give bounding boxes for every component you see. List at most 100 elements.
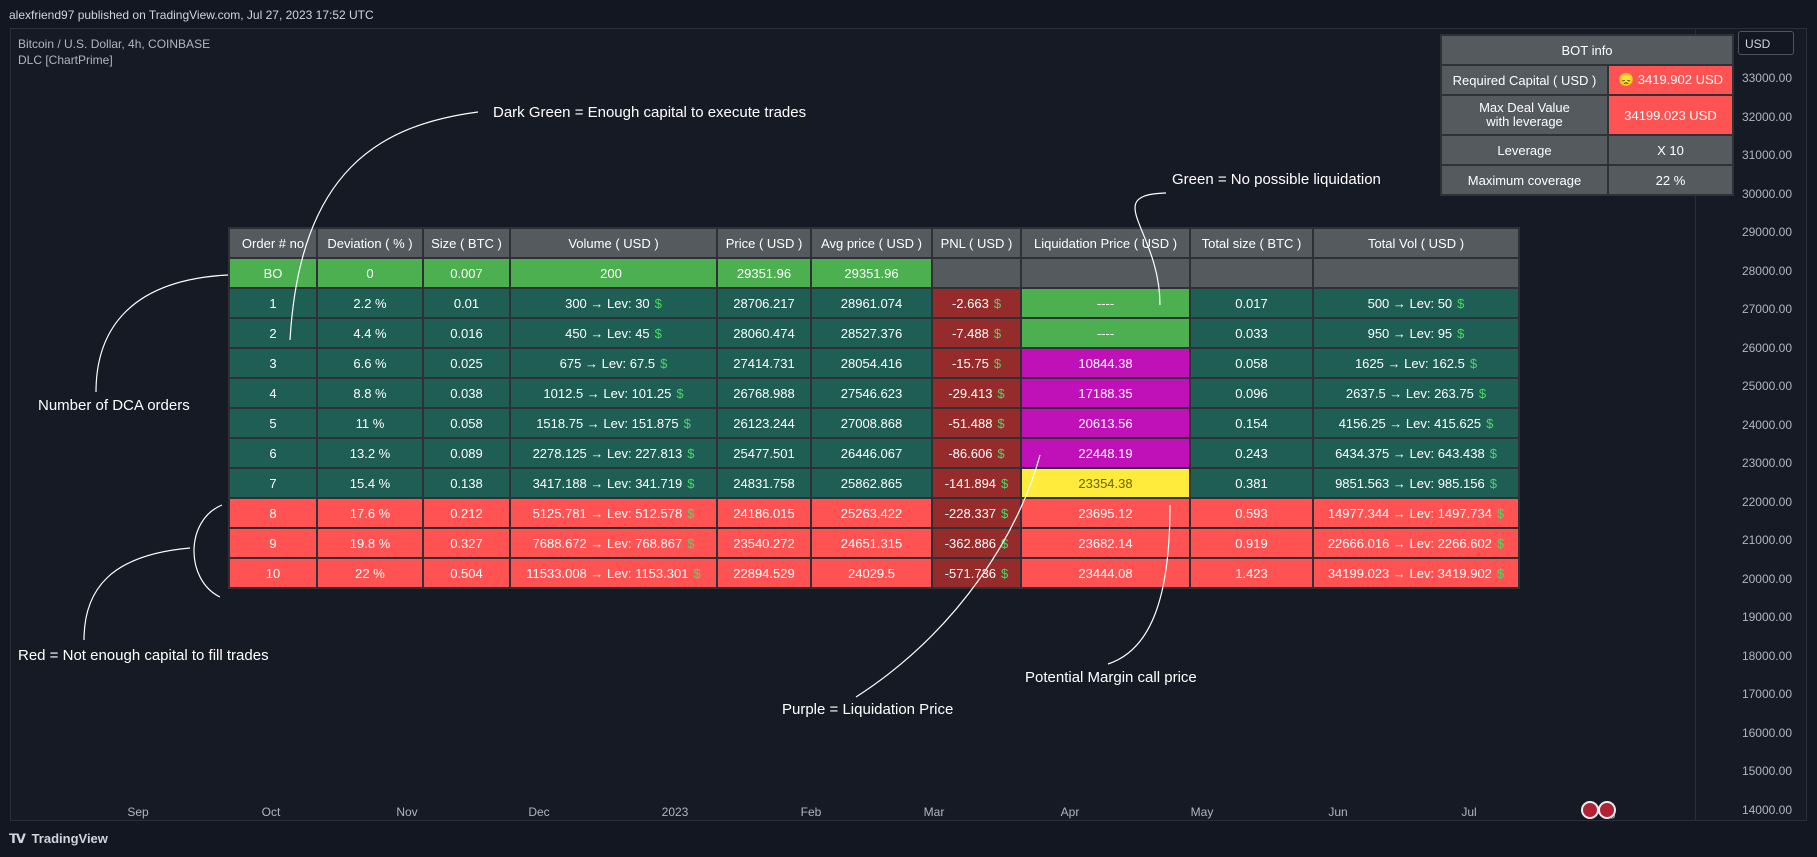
total-vol-cell: 9851.563 → Lev: 985.156 $ [1312,467,1520,499]
us-flag-icon[interactable] [1598,801,1616,819]
total-size-cell-text: 0.154 [1235,415,1268,431]
price-tick: 16000.00 [1741,725,1792,740]
liquidation-cell-text: 17188.35 [1078,385,1133,401]
order-cell: 5 [228,407,318,439]
total-size-cell: 0.017 [1189,287,1314,319]
liquidation-cell-text: 23682.14 [1078,535,1133,551]
total-size-cell: 0.058 [1189,347,1314,379]
avg-price-cell: 27008.868 [810,407,933,439]
liquidation-cell: 23695.12 [1020,497,1191,529]
table-row: 4 8.8 % 0.038 1012.5 → Lev: 101.25 $26768.98… [228,377,1520,409]
pnl-cell: -362.886 $ [931,527,1022,559]
order-cell: 1 [228,287,318,319]
price-tick: 26000.00 [1741,340,1792,355]
volume-cell: 675 → Lev: 67.5 $ [509,347,718,379]
price-tick: 17000.00 [1741,687,1792,701]
indicator-title[interactable]: DLC [ChartPrime] [18,53,113,67]
size-cell-text: 0.138 [450,475,483,491]
total-vol-cell-text: 14977.344 → Lev: 1497.734 [1327,505,1492,521]
price-tick: 29000.00 [1741,225,1792,239]
order-cell-text: 3 [269,355,277,371]
time-tick: Feb [800,805,822,819]
avg-price-cell: 28527.376 [810,317,933,349]
dollar-icon: $ [1478,385,1487,401]
total-vol-cell: 2637.5 → Lev: 263.75 $ [1312,377,1520,409]
size-cell: 0.007 [422,257,511,289]
order-cell-text: 10 [265,565,281,581]
total-size-cell: 0.243 [1189,437,1314,469]
liquidation-cell: 23444.08 [1020,557,1191,589]
symbol-title[interactable]: Bitcoin / U.S. Dollar, 4h, COINBASE [18,37,211,51]
avg-price-cell: 27546.623 [810,377,933,409]
order-cell-text: 4 [269,385,277,401]
price-cell-text: 23540.272 [733,535,795,551]
price-tick: 19000.00 [1741,610,1792,624]
price-cell: 22894.529 [716,557,812,589]
tradingview-icon: 𝗧𝗩 [9,831,26,846]
dollar-icon: $ [993,295,1002,311]
deviation-cell-text: 13.2 % [349,445,391,461]
required-capital-label: Required Capital ( USD ) [1440,64,1609,96]
col-order: Order # no [228,227,318,259]
time-tick: Sep [127,805,149,819]
tradingview-logo[interactable]: 𝗧𝗩 TradingView [9,831,108,847]
price-cell-text: 28060.474 [733,325,795,341]
dark-green-pointer [289,111,479,341]
volume-cell: 5125.781 → Lev: 512.578 $ [509,497,718,529]
red-pointer [83,547,191,641]
price-axis[interactable]: USD 33000.00 32000.00 31000.00 30000.00 2900… [1695,29,1806,820]
publish-info: alexfriend97 published on TradingView.co… [9,8,374,22]
currency-button[interactable]: USD [1738,31,1794,55]
pnl-cell: -7.488 $ [931,317,1022,349]
dollar-icon: $ [993,325,1002,341]
table-row: BO 0 0.007 200 29351.96 29351.96 [228,257,1520,289]
avg-price-cell: 25263.422 [810,497,933,529]
deviation-cell-text: 2.2 % [353,295,387,311]
table-row: 7 15.4 % 0.138 3417.188 → Lev: 341.719 $2483… [228,467,1520,499]
annotation-dark-green: Dark Green = Enough capital to execute t… [493,104,807,121]
price-cell: 27414.731 [716,347,812,379]
price-cell-text: 28706.217 [733,295,795,311]
order-cell: 7 [228,467,318,499]
volume-cell-text: 450 → Lev: 45 [565,325,650,341]
volume-cell-text: 11533.008 → Lev: 1153.301 [526,565,689,581]
volume-cell-text: 1518.75 → Lev: 151.875 [536,415,679,431]
price-cell: 25477.501 [716,437,812,469]
order-cell-text: 2 [269,325,277,341]
annotation-purple: Purple = Liquidation Price [782,701,954,718]
pnl-cell-text: -141.894 [944,475,997,491]
dollar-icon: $ [660,355,668,371]
dollar-icon: $ [1001,505,1009,521]
deviation-cell: 22 % [316,557,424,589]
deviation-cell: 13.2 % [316,437,424,469]
size-cell-text: 0.212 [450,505,483,521]
dollar-icon: $ [687,535,695,551]
avg-price-cell: 25862.865 [810,467,933,499]
annotation-green: Green = No possible liquidation [1172,171,1381,188]
volume-cell: 7688.672 → Lev: 768.867 $ [509,527,718,559]
total-vol-cell-text: 6434.375 → Lev: 643.438 [1335,445,1485,461]
total-size-cell: 0.096 [1189,377,1314,409]
liquidation-cell-text: ---- [1096,295,1115,311]
deviation-cell: 6.6 % [316,347,424,379]
total-vol-cell-text: 34199.023 → Lev: 3419.902 [1327,565,1492,581]
dollar-icon: $ [676,385,684,401]
deviation-cell-text: 15.4 % [349,475,391,491]
col-pnl: PNL ( USD ) [931,227,1022,259]
table-row: 10 22 % 0.504 11533.008 → Lev: 1153.301 $228… [228,557,1520,589]
total-vol-cell: 14977.344 → Lev: 1497.734 $ [1312,497,1520,529]
deviation-cell: 19.8 % [316,527,424,559]
dollar-icon: $ [1496,565,1505,581]
deviation-cell: 15.4 % [316,467,424,499]
required-capital-value: 😞 3419.902 USD [1607,64,1734,96]
price-tick: 22000.00 [1741,494,1792,509]
size-cell: 0.01 [422,287,511,319]
total-vol-cell-text: 1625 → Lev: 162.5 [1354,355,1465,371]
size-cell: 0.025 [422,347,511,379]
price-tick: 14000.00 [1741,802,1792,817]
dollar-icon: $ [693,565,701,581]
size-cell: 0.016 [422,317,511,349]
liquidation-cell-text: 20613.56 [1078,415,1133,431]
table-row: 2 4.4 % 0.016 450 → Lev: 45 $28060.474 28527.… [228,317,1520,349]
avg-price-cell-text: 28054.416 [840,355,903,371]
